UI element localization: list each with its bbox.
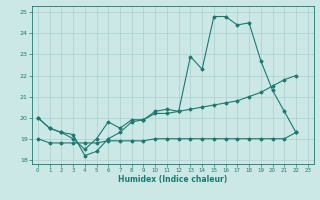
X-axis label: Humidex (Indice chaleur): Humidex (Indice chaleur) xyxy=(118,175,228,184)
